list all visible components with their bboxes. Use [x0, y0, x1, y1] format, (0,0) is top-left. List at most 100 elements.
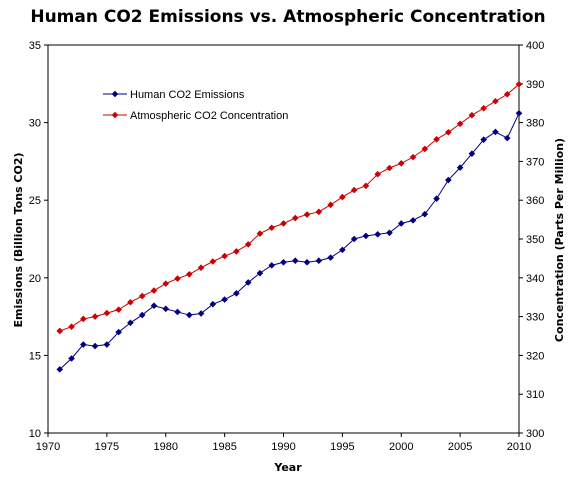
y-tick-label: 25	[29, 195, 41, 207]
data-point	[397, 160, 405, 167]
legend-label: Atmospheric CO2 Concentration	[130, 110, 288, 122]
y2-tick-label: 330	[526, 312, 544, 324]
series-2	[56, 80, 523, 335]
data-point	[362, 182, 370, 190]
data-point	[80, 341, 87, 348]
data-point	[138, 292, 146, 300]
x-tick-label: 1975	[95, 441, 119, 453]
y2-tick-label: 360	[526, 195, 544, 207]
x-tick-label: 2000	[389, 441, 413, 453]
x-tick-label: 1970	[36, 441, 60, 453]
data-point	[350, 186, 358, 194]
data-point	[515, 80, 523, 88]
data-point	[127, 319, 134, 327]
data-point	[174, 275, 181, 282]
data-point	[56, 327, 64, 335]
data-point	[339, 193, 346, 201]
y2-tick-label: 380	[526, 118, 544, 130]
data-point	[409, 153, 417, 161]
data-point	[327, 201, 334, 209]
data-point	[303, 258, 311, 266]
y2-tick-label: 370	[526, 156, 544, 168]
data-point	[233, 290, 240, 297]
legend-item: Human CO2 Emissions	[103, 89, 245, 101]
axes: 1970 1975 1980 1985 1990 1995 2000 2005 2010 10 15…	[29, 40, 545, 453]
data-point	[445, 129, 452, 136]
data-point	[150, 287, 158, 294]
data-point	[103, 309, 111, 317]
data-point	[280, 220, 287, 227]
y2-tick-label: 320	[526, 350, 544, 362]
data-point	[256, 269, 264, 277]
data-point	[91, 313, 99, 320]
y2-axis-title: Concentration (Parts Per Million)	[553, 138, 566, 342]
y2-tick-label: 350	[526, 234, 544, 246]
series-line	[59, 113, 520, 370]
data-point	[374, 231, 381, 238]
data-point	[221, 296, 228, 303]
y2-tick-label: 390	[526, 79, 544, 91]
data-point	[68, 355, 75, 362]
data-point	[80, 315, 87, 323]
y-tick-label: 15	[29, 350, 41, 362]
data-point	[503, 90, 511, 98]
legend-label: Human CO2 Emissions	[130, 89, 245, 101]
data-point	[291, 214, 299, 222]
data-point	[244, 279, 252, 286]
data-point	[327, 254, 334, 261]
data-point	[492, 97, 499, 105]
y2-tick-label: 340	[526, 273, 544, 285]
x-tick-label: 2005	[448, 441, 472, 453]
data-point	[480, 136, 487, 143]
chart-title: Human CO2 Emissions vs. Atmospheric Conc…	[30, 7, 545, 27]
data-point	[433, 135, 440, 143]
data-point	[256, 230, 264, 237]
data-point	[209, 258, 217, 265]
data-point	[445, 176, 452, 184]
y2-tick-label: 400	[526, 40, 544, 52]
data-point	[150, 302, 158, 310]
x-tick-label: 1985	[212, 441, 236, 453]
y-tick-label: 20	[29, 273, 41, 285]
data-point	[91, 342, 99, 350]
data-point	[280, 258, 287, 266]
data-point	[268, 262, 276, 269]
series-line	[59, 83, 520, 332]
data-point	[244, 241, 252, 248]
plot-frame	[47, 44, 520, 434]
data-point	[515, 109, 523, 117]
data-point	[303, 211, 311, 218]
data-point	[162, 280, 170, 287]
data-point	[386, 164, 393, 172]
data-point	[115, 306, 122, 313]
x-axis-title: Year	[273, 461, 302, 474]
data-point	[397, 220, 405, 227]
x-tick-label: 2010	[507, 441, 531, 453]
x-tick-label: 1980	[154, 441, 178, 453]
data-point	[115, 328, 122, 336]
series-layer	[56, 80, 523, 373]
data-point	[127, 298, 134, 306]
legend-marker	[111, 111, 119, 119]
data-point	[186, 271, 193, 278]
data-point	[503, 134, 511, 142]
y-tick-label: 35	[29, 40, 41, 52]
data-point	[233, 248, 240, 255]
x-tick-label: 1995	[330, 441, 354, 453]
data-point	[374, 170, 381, 178]
x-tick-label: 1990	[271, 441, 295, 453]
data-point	[103, 341, 111, 348]
data-point	[291, 257, 299, 265]
data-point	[209, 300, 217, 308]
data-point	[433, 195, 440, 202]
data-point	[492, 128, 499, 136]
data-point	[186, 311, 193, 319]
data-point	[197, 264, 205, 272]
data-point	[468, 150, 476, 157]
y2-tick-label: 310	[526, 389, 544, 401]
y-tick-label: 10	[29, 428, 41, 440]
data-point	[480, 104, 487, 112]
data-point	[268, 224, 276, 232]
